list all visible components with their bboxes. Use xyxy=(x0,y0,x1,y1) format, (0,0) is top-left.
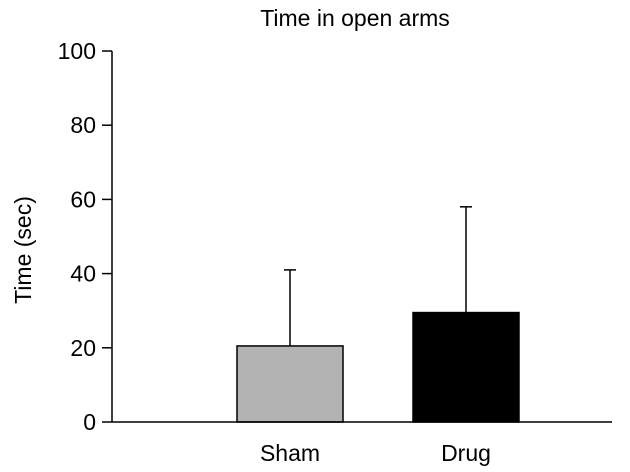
y-tick-label-80: 80 xyxy=(70,112,96,138)
chart-title: Time in open arms xyxy=(260,5,450,31)
y-tick-label-100: 100 xyxy=(58,38,96,64)
y-tick-label-60: 60 xyxy=(70,186,96,212)
x-tick-label-drug: Drug xyxy=(441,440,491,466)
plot-area: Sham Drug 0 20 40 60 80 100 xyxy=(58,38,612,466)
y-tick-label-40: 40 xyxy=(70,261,96,287)
x-tick-label-sham: Sham xyxy=(260,440,320,466)
bar-sham xyxy=(236,345,344,423)
bar-drug xyxy=(412,311,520,423)
y-axis-label: Time (sec) xyxy=(10,196,36,304)
y-tick-label-0: 0 xyxy=(83,409,96,435)
y-tick-label-20: 20 xyxy=(70,335,96,361)
